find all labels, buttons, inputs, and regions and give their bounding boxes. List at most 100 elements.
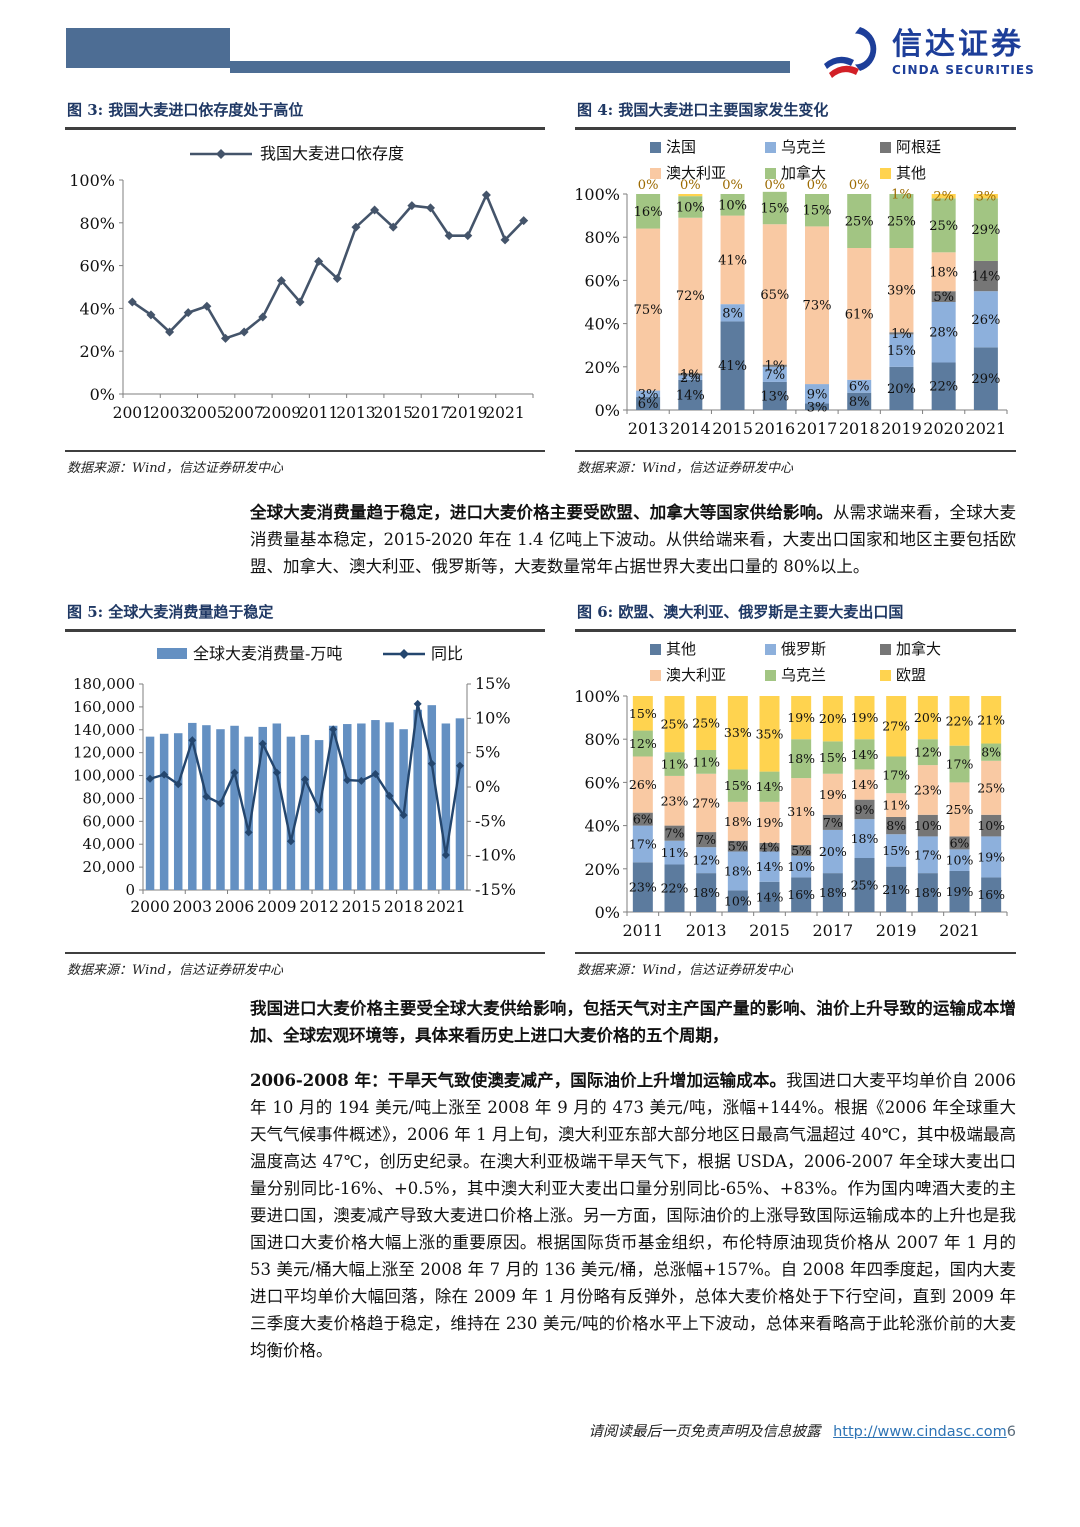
page-footer: 请阅读最后一页免责声明及信息披露 http://www.cindasc.com6 (65, 1420, 1016, 1441)
svg-text:18%: 18% (929, 265, 958, 280)
svg-text:0%: 0% (764, 178, 785, 193)
svg-text:27%: 27% (692, 795, 720, 810)
svg-text:0: 0 (125, 881, 135, 899)
svg-text:加拿大: 加拿大 (896, 640, 941, 658)
svg-text:2001: 2001 (113, 404, 152, 422)
paragraph-1-lead: 全球大麦消费量趋于稳定，进口大麦价格主要受欧盟、加拿大等国家供给影响。 (250, 502, 833, 522)
svg-text:2014: 2014 (670, 419, 711, 438)
svg-text:73%: 73% (803, 299, 832, 314)
svg-text:20%: 20% (914, 710, 942, 725)
svg-text:20%: 20% (584, 358, 620, 377)
paragraph-3-body: 我国进口大麦平均单价自 2006 年 10 月的 194 美元/吨上涨至 200… (250, 1070, 1016, 1360)
svg-text:0%: 0% (722, 178, 743, 193)
svg-text:法国: 法国 (666, 138, 696, 156)
bar-labels: 6%3%75%16%0%14%2%1%72%10%0%41%8%41%10%0%… (634, 178, 1001, 415)
svg-text:80%: 80% (584, 730, 620, 749)
svg-text:0%: 0% (638, 178, 659, 193)
svg-text:29%: 29% (971, 223, 1000, 238)
svg-text:41%: 41% (718, 359, 747, 374)
svg-text:14%: 14% (756, 859, 784, 874)
svg-text:75%: 75% (634, 303, 663, 318)
svg-text:14%: 14% (676, 388, 705, 403)
svg-text:11%: 11% (882, 798, 910, 813)
svg-text:23%: 23% (661, 793, 689, 808)
svg-text:11%: 11% (661, 845, 689, 860)
svg-text:26%: 26% (629, 777, 657, 792)
svg-text:2015: 2015 (749, 921, 790, 940)
svg-text:25%: 25% (929, 219, 958, 234)
company-website-link[interactable]: http://www.cindasc.com (833, 1424, 1007, 1440)
svg-text:15%: 15% (629, 706, 657, 721)
svg-text:18%: 18% (914, 885, 942, 900)
svg-text:7%: 7% (823, 815, 843, 830)
svg-text:60,000: 60,000 (83, 812, 136, 830)
figure-4-title: 图 4: 我国大麦进口主要国家发生变化 (575, 96, 1016, 130)
figure-3-title: 图 3: 我国大麦进口依存度处于高位 (65, 96, 545, 130)
svg-text:5%: 5% (728, 839, 748, 854)
svg-text:1%: 1% (764, 359, 785, 374)
svg-text:其他: 其他 (896, 164, 926, 182)
svg-text:10%: 10% (787, 859, 815, 874)
paragraph-import-price-factors: 我国进口大麦价格主要受全球大麦供给影响，包括天气对主产国产量的影响、油价上升导致… (250, 995, 1016, 1049)
svg-text:10%: 10% (718, 198, 747, 213)
svg-text:2007: 2007 (224, 404, 263, 422)
svg-text:9%: 9% (855, 802, 875, 817)
svg-text:23%: 23% (629, 880, 657, 895)
svg-text:18%: 18% (724, 814, 752, 829)
figure-4-chart: 法国 乌克兰 阿根廷 澳大利亚 加拿大 其他 0% 20% 40% 60% 80% 100% 6% 3% 7… (575, 132, 1016, 450)
svg-text:25%: 25% (887, 215, 916, 230)
brand-logo: 信达证券 CINDA SECURITIES (824, 26, 1035, 80)
svg-text:2015: 2015 (342, 898, 381, 916)
svg-text:2011: 2011 (622, 921, 663, 940)
svg-text:6%: 6% (633, 812, 653, 827)
svg-text:120,000: 120,000 (73, 744, 135, 762)
svg-text:11%: 11% (661, 757, 689, 772)
page-number: 6 (1006, 1424, 1016, 1440)
figure-row-1: 图 3: 我国大麦进口依存度处于高位 我国大麦进口依存度 0% 20% 40% 60% 8… (65, 96, 1016, 476)
svg-text:19%: 19% (851, 710, 879, 725)
svg-text:20%: 20% (584, 860, 620, 879)
bar-labels: 23% 17% 6% 26% 12% 15% 22% 11% 7% 23% 11% 25% 18% 12%… (629, 706, 1005, 909)
svg-text:20%: 20% (79, 342, 115, 361)
svg-text:15%: 15% (760, 202, 789, 217)
svg-text:80,000: 80,000 (83, 789, 136, 807)
svg-text:2020: 2020 (923, 419, 964, 438)
svg-text:12%: 12% (629, 736, 657, 751)
svg-text:加拿大: 加拿大 (781, 164, 826, 182)
svg-text:61%: 61% (845, 307, 874, 322)
svg-text:41%: 41% (718, 253, 747, 268)
svg-text:17%: 17% (882, 767, 910, 782)
svg-text:15%: 15% (887, 344, 916, 359)
svg-text:19%: 19% (787, 710, 815, 725)
svg-text:5%: 5% (475, 743, 500, 762)
svg-text:2017: 2017 (797, 419, 838, 438)
brand-name-en: CINDA SECURITIES (892, 62, 1035, 77)
svg-text:2015: 2015 (374, 404, 413, 422)
svg-text:100%: 100% (575, 185, 620, 204)
svg-text:16%: 16% (787, 887, 815, 902)
svg-text:俄罗斯: 俄罗斯 (781, 640, 826, 658)
svg-text:28%: 28% (929, 326, 958, 341)
svg-text:18%: 18% (724, 863, 752, 878)
svg-text:14%: 14% (756, 779, 784, 794)
svg-text:2009: 2009 (257, 898, 296, 916)
svg-text:-15%: -15% (475, 880, 516, 899)
svg-text:2%: 2% (680, 371, 701, 386)
svg-text:2%: 2% (933, 190, 954, 205)
svg-text:6%: 6% (638, 397, 659, 412)
svg-text:20,000: 20,000 (83, 858, 136, 876)
paragraph-2-lead: 我国进口大麦价格主要受全球大麦供给影响，包括天气对主产国产量的影响、油价上升导致… (250, 998, 1016, 1045)
svg-text:2012: 2012 (299, 898, 338, 916)
consumption-bars (145, 705, 465, 890)
svg-text:25%: 25% (845, 215, 874, 230)
svg-text:7%: 7% (764, 368, 785, 383)
svg-text:0%: 0% (680, 178, 701, 193)
svg-text:16%: 16% (634, 205, 663, 220)
svg-text:2003: 2003 (173, 898, 212, 916)
svg-text:2017: 2017 (411, 404, 450, 422)
paragraph-3-lead: 2006-2008 年：干旱天气致使澳麦减产，国际油价上升增加运输成本。 (250, 1070, 787, 1090)
svg-text:1%: 1% (891, 327, 912, 342)
